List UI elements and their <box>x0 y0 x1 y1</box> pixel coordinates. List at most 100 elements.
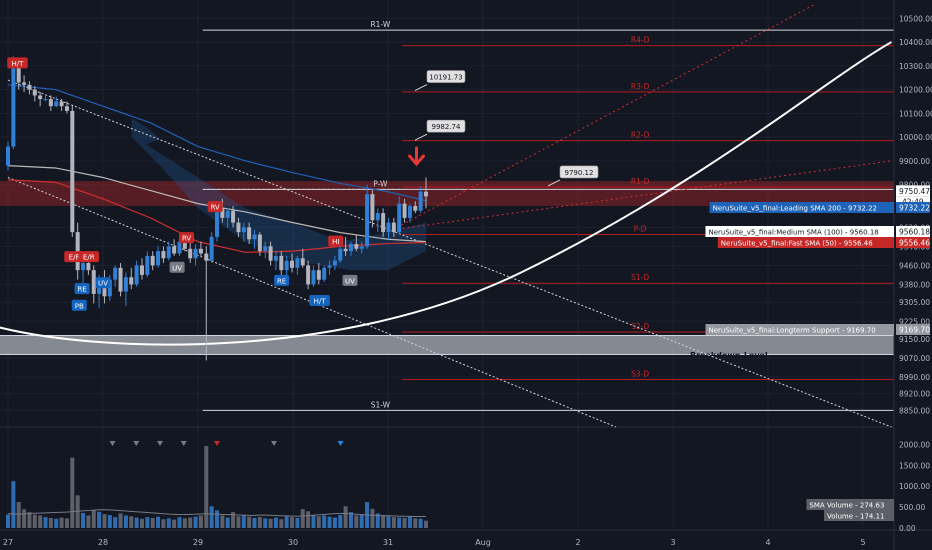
price-tick-label: 10100.00 <box>899 109 932 118</box>
candle-body <box>161 251 166 259</box>
volume-bar <box>209 506 214 528</box>
callout-label: 10191.73 <box>429 74 462 82</box>
signal-marker <box>271 441 277 446</box>
volume-bar <box>59 517 64 528</box>
volume-tick-label: 1000.00 <box>899 482 930 491</box>
indicator-value-label: NeruSuite_v5_final:Leading SMA 200 - 973… <box>713 205 877 213</box>
price-tick-label: 10000.00 <box>899 133 932 142</box>
candle-body <box>381 213 386 233</box>
volume-bar <box>424 520 428 528</box>
candle-body <box>348 244 353 252</box>
pivot-label: R1-W <box>370 20 390 29</box>
bar-label-bg <box>169 261 185 273</box>
volume-bar <box>134 517 139 528</box>
volume-bar <box>172 519 177 528</box>
pivot-label: S1-W <box>371 400 391 409</box>
countdown-tag: 42:49 <box>902 197 924 206</box>
breakdown-zone <box>0 335 894 355</box>
volume-bar <box>241 515 246 528</box>
volume-bar <box>295 517 300 528</box>
bar-label-bg <box>78 251 99 263</box>
candle-body <box>145 255 150 275</box>
time-tick-label: 31 <box>383 538 393 547</box>
pivot-label: R2-D <box>631 131 650 140</box>
volume-bar <box>182 518 187 528</box>
candle-body <box>236 222 241 233</box>
volume-bar <box>407 516 412 528</box>
candle-body <box>43 99 48 101</box>
volume-tick-label: 2000.00 <box>899 440 930 449</box>
volume-tick-label: 1500.00 <box>899 461 930 470</box>
bar-label-bg <box>328 235 344 247</box>
volume-bar <box>290 517 295 528</box>
indicator-axis-tag-bg <box>896 202 930 213</box>
candle-body <box>81 263 86 271</box>
time-tick-label: 29 <box>193 538 203 547</box>
price-tick-label: 9070.00 <box>899 354 930 363</box>
candle-body <box>198 248 203 254</box>
candle-body <box>150 255 155 266</box>
volume-bar <box>257 517 262 528</box>
longterm-support-curve <box>0 41 892 346</box>
volume-bar <box>177 517 182 528</box>
price-tick-label: 9900.00 <box>899 157 930 166</box>
volume-bar <box>359 514 364 528</box>
pivot-label: P-D <box>634 225 647 234</box>
candle-body <box>123 277 128 292</box>
volume-bar <box>198 515 203 528</box>
candle-body <box>70 110 75 233</box>
bar-label-bg <box>309 295 330 307</box>
indicator-value-label: NeruSuite_v5_final:Fast SMA (50) - 9556.… <box>721 240 873 248</box>
bar-label: RV <box>182 235 191 243</box>
candle-body <box>231 210 236 223</box>
time-tick-label: 30 <box>288 538 298 547</box>
volume-bar <box>338 515 343 528</box>
candle-body <box>359 246 364 249</box>
volume-value-label-bg <box>824 510 894 521</box>
volume-bar <box>306 511 311 528</box>
candle-body <box>193 248 198 259</box>
time-axis-bg <box>0 530 932 550</box>
candle-body <box>332 260 337 266</box>
bar-label-bg <box>74 283 90 295</box>
volume-bar <box>418 518 423 528</box>
candle-body <box>91 270 96 294</box>
volume-bar <box>268 518 273 528</box>
time-tick-label: 3 <box>670 538 675 547</box>
candle-body <box>407 205 412 218</box>
callout-label: 9790.12 <box>565 169 594 177</box>
callout-pointer <box>547 179 561 187</box>
candle-body <box>32 89 37 96</box>
volume-bar <box>27 512 32 528</box>
volume-bar <box>118 513 123 528</box>
trendline-red-shallow <box>392 160 892 231</box>
candle-body <box>188 248 193 259</box>
volume-bar <box>22 509 27 528</box>
volume-bar <box>193 516 198 528</box>
bar-label: H/T <box>314 298 327 306</box>
candle-body <box>204 253 209 261</box>
volume-bar <box>252 517 257 528</box>
volume-tick-label: 500.00 <box>899 503 925 512</box>
candle-body <box>273 255 278 261</box>
candle-body <box>209 236 214 261</box>
volume-bar <box>102 514 107 528</box>
pivot-label: S2-D <box>631 322 649 331</box>
volume-bar <box>43 517 48 528</box>
indicator-value-label-bg <box>717 237 894 248</box>
candle-body <box>354 244 359 249</box>
callout-box <box>426 70 466 83</box>
indicator-value-label-bg <box>705 226 894 237</box>
signal-marker <box>214 441 220 446</box>
price-callouts: 10191.73 9982.74 9790.12 <box>414 70 599 187</box>
volume-bar <box>11 481 16 528</box>
price-tick-label: 9800.00 <box>899 181 930 190</box>
price-tick-label: 9460.00 <box>899 261 930 270</box>
volume-bar <box>327 516 332 528</box>
sma-line <box>7 179 427 253</box>
volume-bar <box>220 515 225 528</box>
volume-bar <box>215 510 219 528</box>
bar-label-bg <box>95 277 111 289</box>
candle-body <box>22 82 27 85</box>
